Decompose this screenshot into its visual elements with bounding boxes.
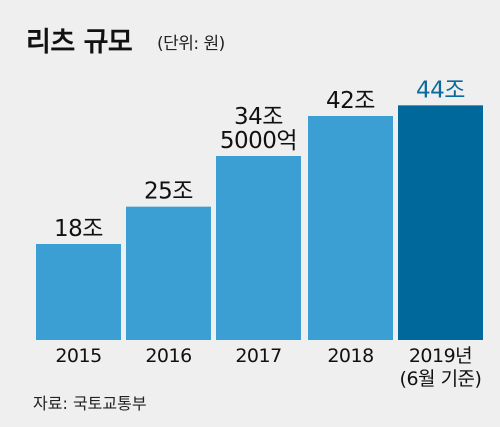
bar-4 <box>398 105 483 340</box>
x-tick-label-4-1: (6월 기준) <box>400 368 482 390</box>
chart-title: 리츠 규모 <box>26 27 133 58</box>
value-label-4-0: 44조 <box>416 77 465 103</box>
x-tick-label-0-0: 2015 <box>55 345 101 367</box>
bar-0 <box>36 244 121 340</box>
value-label-2-1: 5000억 <box>220 128 297 154</box>
bar-2 <box>216 156 301 340</box>
value-label-3-0: 42조 <box>326 88 375 114</box>
value-label-1-0: 25조 <box>144 179 193 205</box>
value-label-0-0: 18조 <box>54 216 103 242</box>
source-label: 자료: <box>33 394 68 413</box>
x-tick-label-3-0: 2018 <box>327 345 373 367</box>
source-note: 자료: 국토교통부 <box>33 390 147 414</box>
chart-subtitle: (단위: 원) <box>157 34 225 54</box>
value-label-2-0: 34조 <box>234 104 283 130</box>
bar-3 <box>308 116 393 340</box>
x-tick-label-4-0: 2019년 <box>409 345 472 367</box>
bar-1 <box>126 206 211 340</box>
x-tick-label-2-0: 2017 <box>235 345 281 367</box>
source-value: 국토교통부 <box>72 394 147 413</box>
x-tick-label-1-0: 2016 <box>145 345 191 367</box>
